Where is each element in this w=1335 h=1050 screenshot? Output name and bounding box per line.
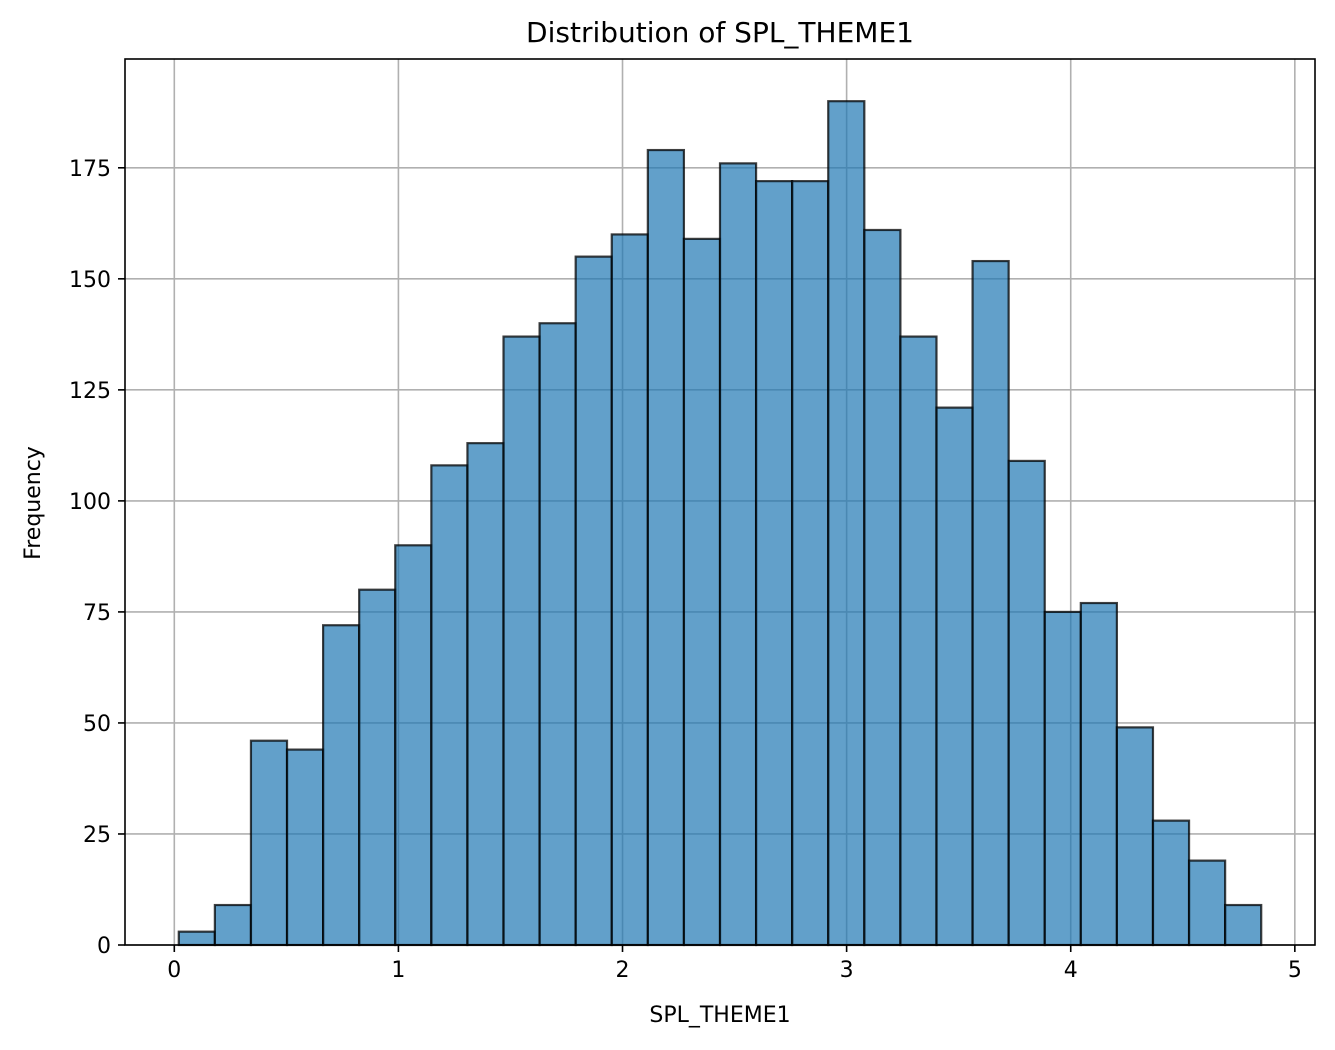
x-tick-label: 1 xyxy=(391,958,405,983)
histogram-bar xyxy=(646,148,686,947)
histogram-bar xyxy=(1224,903,1263,947)
histogram-bar xyxy=(1187,859,1227,947)
bars-layer xyxy=(177,100,1263,947)
histogram-bar xyxy=(322,624,361,947)
histogram-bar xyxy=(502,335,541,947)
y-tick-label: 50 xyxy=(83,712,111,737)
histogram-bar xyxy=(1079,601,1118,947)
histogram-bar xyxy=(1043,610,1082,947)
histogram-bar xyxy=(1151,819,1191,947)
histogram-bar xyxy=(754,180,794,947)
histogram-bar xyxy=(213,903,253,947)
histogram-bar xyxy=(285,748,325,947)
histogram-bar xyxy=(971,259,1010,947)
histogram-bar xyxy=(610,233,649,947)
y-tick-label: 100 xyxy=(69,490,111,515)
plot-frame xyxy=(124,58,1316,946)
y-axis-label: Frequency xyxy=(21,446,46,560)
histogram-bar xyxy=(249,739,289,947)
x-tick-label: 5 xyxy=(1288,958,1302,983)
y-tick-label: 25 xyxy=(83,823,111,848)
histogram-bar xyxy=(358,588,397,947)
y-tick-label: 125 xyxy=(69,379,111,404)
x-tick-label: 3 xyxy=(840,958,854,983)
histogram-bar xyxy=(827,100,866,947)
x-tick-label: 2 xyxy=(616,958,630,983)
histogram-bar xyxy=(430,464,469,947)
x-axis-label: SPL_THEME1 xyxy=(649,1003,790,1028)
histogram-bar xyxy=(863,228,902,947)
histogram-bar xyxy=(1115,726,1155,947)
histogram-bar xyxy=(682,237,722,947)
y-tick-label: 175 xyxy=(69,157,111,182)
histogram-bar xyxy=(791,180,830,947)
histogram-bar xyxy=(538,322,577,947)
histogram-bar xyxy=(394,544,433,947)
histogram-bar xyxy=(899,335,938,947)
x-tick-label: 4 xyxy=(1064,958,1078,983)
histogram-bar xyxy=(574,255,613,947)
histogram-bar xyxy=(1007,459,1046,947)
x-tick-label: 0 xyxy=(167,958,181,983)
histogram-bar xyxy=(466,442,505,947)
y-tick-label: 75 xyxy=(83,601,111,626)
y-tick-label: 150 xyxy=(69,268,111,293)
y-tick-label: 0 xyxy=(97,934,111,959)
histogram-bar xyxy=(177,930,216,947)
histogram-bar xyxy=(718,162,758,947)
chart-title: Distribution of SPL_THEME1 xyxy=(526,16,914,49)
histogram-bar xyxy=(935,406,974,947)
